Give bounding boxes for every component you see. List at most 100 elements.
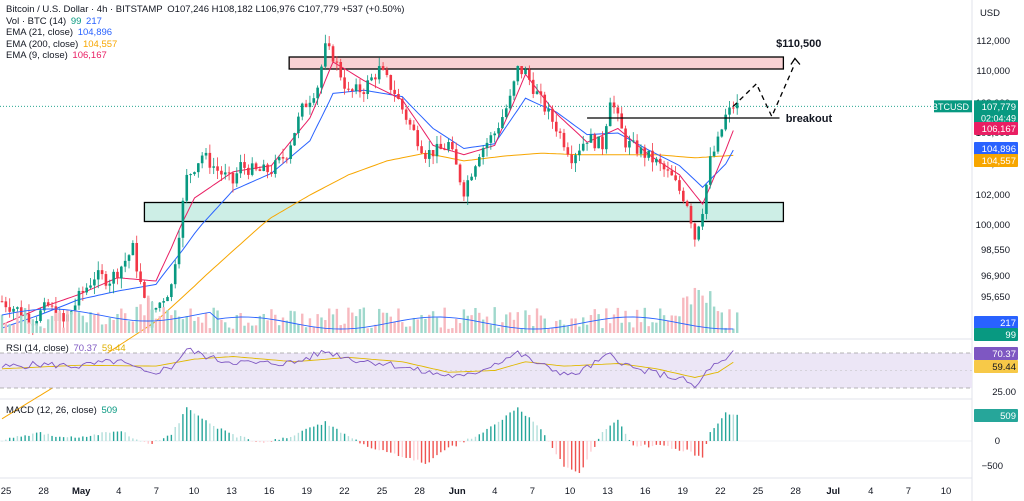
candle-body: [62, 313, 65, 322]
volume-bar: [281, 317, 285, 333]
macd-histogram-bar: [397, 441, 400, 457]
macd-histogram-bar: [89, 435, 92, 441]
macd-histogram-bar: [632, 441, 634, 446]
macd-histogram-bar: [255, 441, 257, 442]
volume-bar: [435, 317, 439, 333]
volume-bar: [200, 322, 204, 333]
time-axis-label: 22: [339, 486, 350, 497]
volume-bar: [651, 322, 654, 333]
candle-body: [570, 154, 573, 164]
macd-histogram-bar: [136, 439, 138, 441]
ema21-value: 104,896: [77, 27, 113, 38]
macd-label: MACD (12, 26, close): [6, 405, 97, 416]
candle-body: [73, 305, 77, 312]
macd-histogram-bar: [162, 438, 165, 441]
volume-bar: [197, 317, 200, 333]
volume-bar: [497, 327, 500, 333]
macd-histogram-bar: [289, 436, 292, 441]
macd-histogram-bar: [351, 438, 353, 441]
volume-bar: [150, 302, 154, 333]
macd-histogram-bar: [213, 425, 215, 441]
macd-histogram-bar: [459, 441, 461, 443]
macd-histogram-bar: [636, 441, 638, 447]
time-axis-label: Jul: [826, 486, 840, 497]
macd-histogram-bar: [28, 435, 30, 441]
volume-bar: [481, 319, 485, 333]
volume-bar: [447, 328, 450, 333]
macd-histogram-bar: [224, 430, 226, 441]
volume-bar: [85, 322, 88, 333]
candle-body: [547, 108, 550, 112]
volume-bar: [632, 327, 635, 333]
candle-body: [408, 119, 412, 125]
candle-body: [370, 77, 373, 81]
macd-histogram-bar: [1, 440, 3, 442]
time-axis-label: 13: [602, 486, 613, 497]
volume-bar: [674, 315, 677, 333]
candle-body: [705, 184, 708, 214]
volume-bar: [697, 289, 700, 333]
volume-bar: [705, 302, 708, 333]
macd-histogram-bar: [47, 433, 49, 441]
rsi-ma-value-tag: 59.44: [992, 362, 1016, 373]
macd-histogram-bar: [551, 441, 554, 448]
volume-label: Vol · BTC (14): [6, 15, 67, 27]
macd-histogram-bar: [105, 432, 107, 441]
candle-body: [270, 172, 273, 174]
volume-bar: [70, 311, 73, 333]
volume-bar: [493, 307, 496, 333]
macd-histogram-bar: [651, 441, 654, 447]
breakout-label: breakout: [786, 113, 833, 125]
volume-bar: [258, 315, 262, 333]
volume-bar: [127, 321, 131, 333]
volume-bar: [23, 308, 27, 333]
candle-body: [585, 142, 589, 144]
candle-body: [528, 69, 531, 80]
last-price-tag-bg: [974, 100, 1018, 125]
macd-histogram-bar: [686, 441, 688, 450]
candle-body: [535, 91, 539, 94]
volume-bar: [304, 327, 308, 333]
macd-histogram-bar: [628, 439, 631, 441]
candle-body: [50, 305, 54, 307]
macd-histogram-bar: [463, 441, 465, 443]
candle-body: [458, 164, 462, 183]
macd-histogram-bar: [509, 412, 511, 441]
candle-body: [558, 131, 562, 133]
macd-histogram-bar: [474, 436, 477, 441]
macd-histogram-bar: [547, 441, 550, 442]
volume-bar: [316, 314, 319, 333]
macd-histogram-bar: [85, 436, 88, 441]
candle-body: [239, 162, 242, 174]
macd-histogram-bar: [120, 431, 123, 441]
macd-histogram-bar: [5, 439, 7, 441]
candle-body: [497, 128, 500, 134]
macd-histogram-bar: [355, 439, 357, 441]
candle-body: [601, 136, 604, 150]
volume-bar: [170, 315, 173, 333]
ema200-legend: EMA (200, close) 104,557: [6, 39, 406, 51]
volume-bar: [470, 315, 473, 333]
macd-histogram-bar: [178, 423, 180, 441]
candle-body: [682, 190, 685, 202]
macd-histogram-bar: [413, 441, 415, 461]
ema200-price-tag: 104,557: [982, 156, 1016, 167]
macd-histogram-bar: [170, 434, 173, 441]
candle-body: [708, 156, 712, 185]
candle-body: [220, 170, 223, 175]
volume-bar: [582, 317, 585, 333]
volume-bar: [297, 324, 300, 333]
volume-bar: [528, 314, 531, 333]
candle-body: [35, 321, 38, 326]
volume-bar: [93, 314, 96, 333]
candle-body: [685, 201, 689, 206]
macd-histogram-bar: [570, 441, 573, 470]
candle-body: [250, 163, 254, 175]
volume-bar: [378, 308, 381, 333]
rsi-tick-label: 25.00: [992, 387, 1016, 398]
volume-bar: [266, 320, 269, 333]
volume-bar: [227, 327, 231, 333]
macd-histogram-bar: [563, 441, 565, 467]
volume-bar: [181, 319, 185, 333]
candle-body: [597, 136, 600, 149]
